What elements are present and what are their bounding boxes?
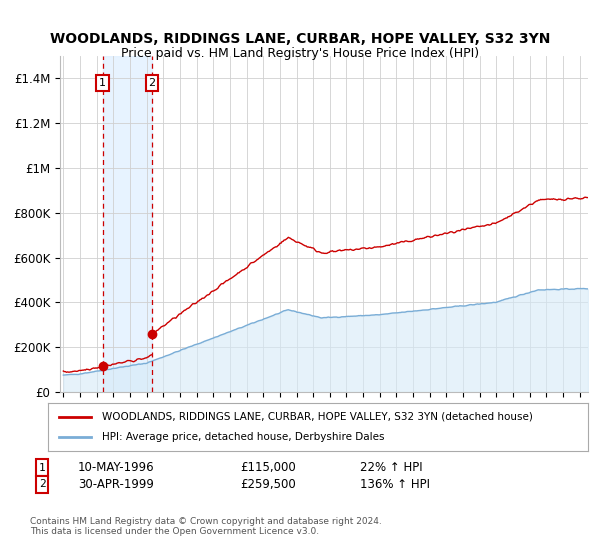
Text: £259,500: £259,500	[240, 478, 296, 491]
Text: WOODLANDS, RIDDINGS LANE, CURBAR, HOPE VALLEY, S32 3YN (detached house): WOODLANDS, RIDDINGS LANE, CURBAR, HOPE V…	[102, 412, 533, 422]
Text: Price paid vs. HM Land Registry's House Price Index (HPI): Price paid vs. HM Land Registry's House …	[121, 46, 479, 60]
Text: 1: 1	[99, 78, 106, 88]
Text: 10-MAY-1996: 10-MAY-1996	[78, 461, 155, 474]
Bar	[103, 56, 152, 392]
Text: £115,000: £115,000	[240, 461, 296, 474]
Text: Contains HM Land Registry data © Crown copyright and database right 2024.
This d: Contains HM Land Registry data © Crown c…	[30, 517, 382, 536]
Text: 2: 2	[38, 479, 46, 489]
Text: 136% ↑ HPI: 136% ↑ HPI	[360, 478, 430, 491]
Text: 2: 2	[149, 78, 155, 88]
Text: 30-APR-1999: 30-APR-1999	[78, 478, 154, 491]
Text: 22% ↑ HPI: 22% ↑ HPI	[360, 461, 422, 474]
Text: WOODLANDS, RIDDINGS LANE, CURBAR, HOPE VALLEY, S32 3YN: WOODLANDS, RIDDINGS LANE, CURBAR, HOPE V…	[50, 32, 550, 46]
Text: 1: 1	[38, 463, 46, 473]
Text: HPI: Average price, detached house, Derbyshire Dales: HPI: Average price, detached house, Derb…	[102, 432, 385, 442]
